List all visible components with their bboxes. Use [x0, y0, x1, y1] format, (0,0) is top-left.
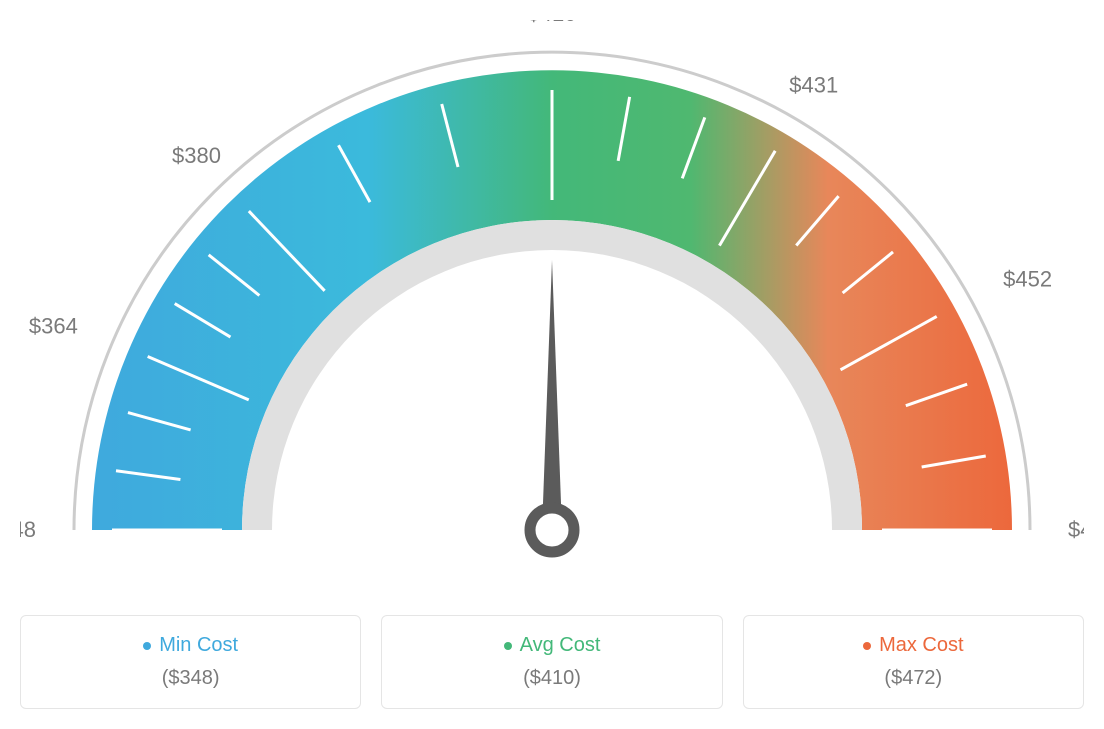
- legend-card-max: Max Cost ($472): [743, 615, 1084, 709]
- legend-dot-min: [143, 642, 151, 650]
- tick-label: $431: [789, 72, 838, 97]
- legend-dot-avg: [504, 642, 512, 650]
- legend-label-max: Max Cost: [863, 634, 963, 657]
- legend-label-avg: Avg Cost: [504, 634, 601, 657]
- tick-label: $380: [172, 143, 221, 168]
- legend-value-min: ($348): [41, 667, 340, 690]
- needle-hub: [530, 508, 574, 552]
- tick-label: $452: [1003, 267, 1052, 292]
- tick-label: $348: [20, 517, 36, 542]
- legend-value-max: ($472): [764, 667, 1063, 690]
- legend-label-min: Min Cost: [143, 634, 238, 657]
- legend-card-avg: Avg Cost ($410): [381, 615, 722, 709]
- legend-row: Min Cost ($348) Avg Cost ($410) Max Cost…: [20, 615, 1084, 709]
- tick-label: $364: [29, 314, 78, 339]
- legend-dot-max: [863, 642, 871, 650]
- legend-text-min: Min Cost: [159, 634, 238, 657]
- needle: [542, 260, 562, 530]
- legend-text-max: Max Cost: [879, 634, 963, 657]
- legend-value-avg: ($410): [402, 667, 701, 690]
- cost-gauge-chart: $348 $364 $380 $410 $431 $452 $472: [20, 20, 1084, 585]
- tick-label: $472: [1068, 517, 1084, 542]
- gauge-svg: $348 $364 $380 $410 $431 $452 $472: [20, 20, 1084, 580]
- legend-text-avg: Avg Cost: [520, 634, 601, 657]
- tick-label: $410: [528, 20, 577, 26]
- legend-card-min: Min Cost ($348): [20, 615, 361, 709]
